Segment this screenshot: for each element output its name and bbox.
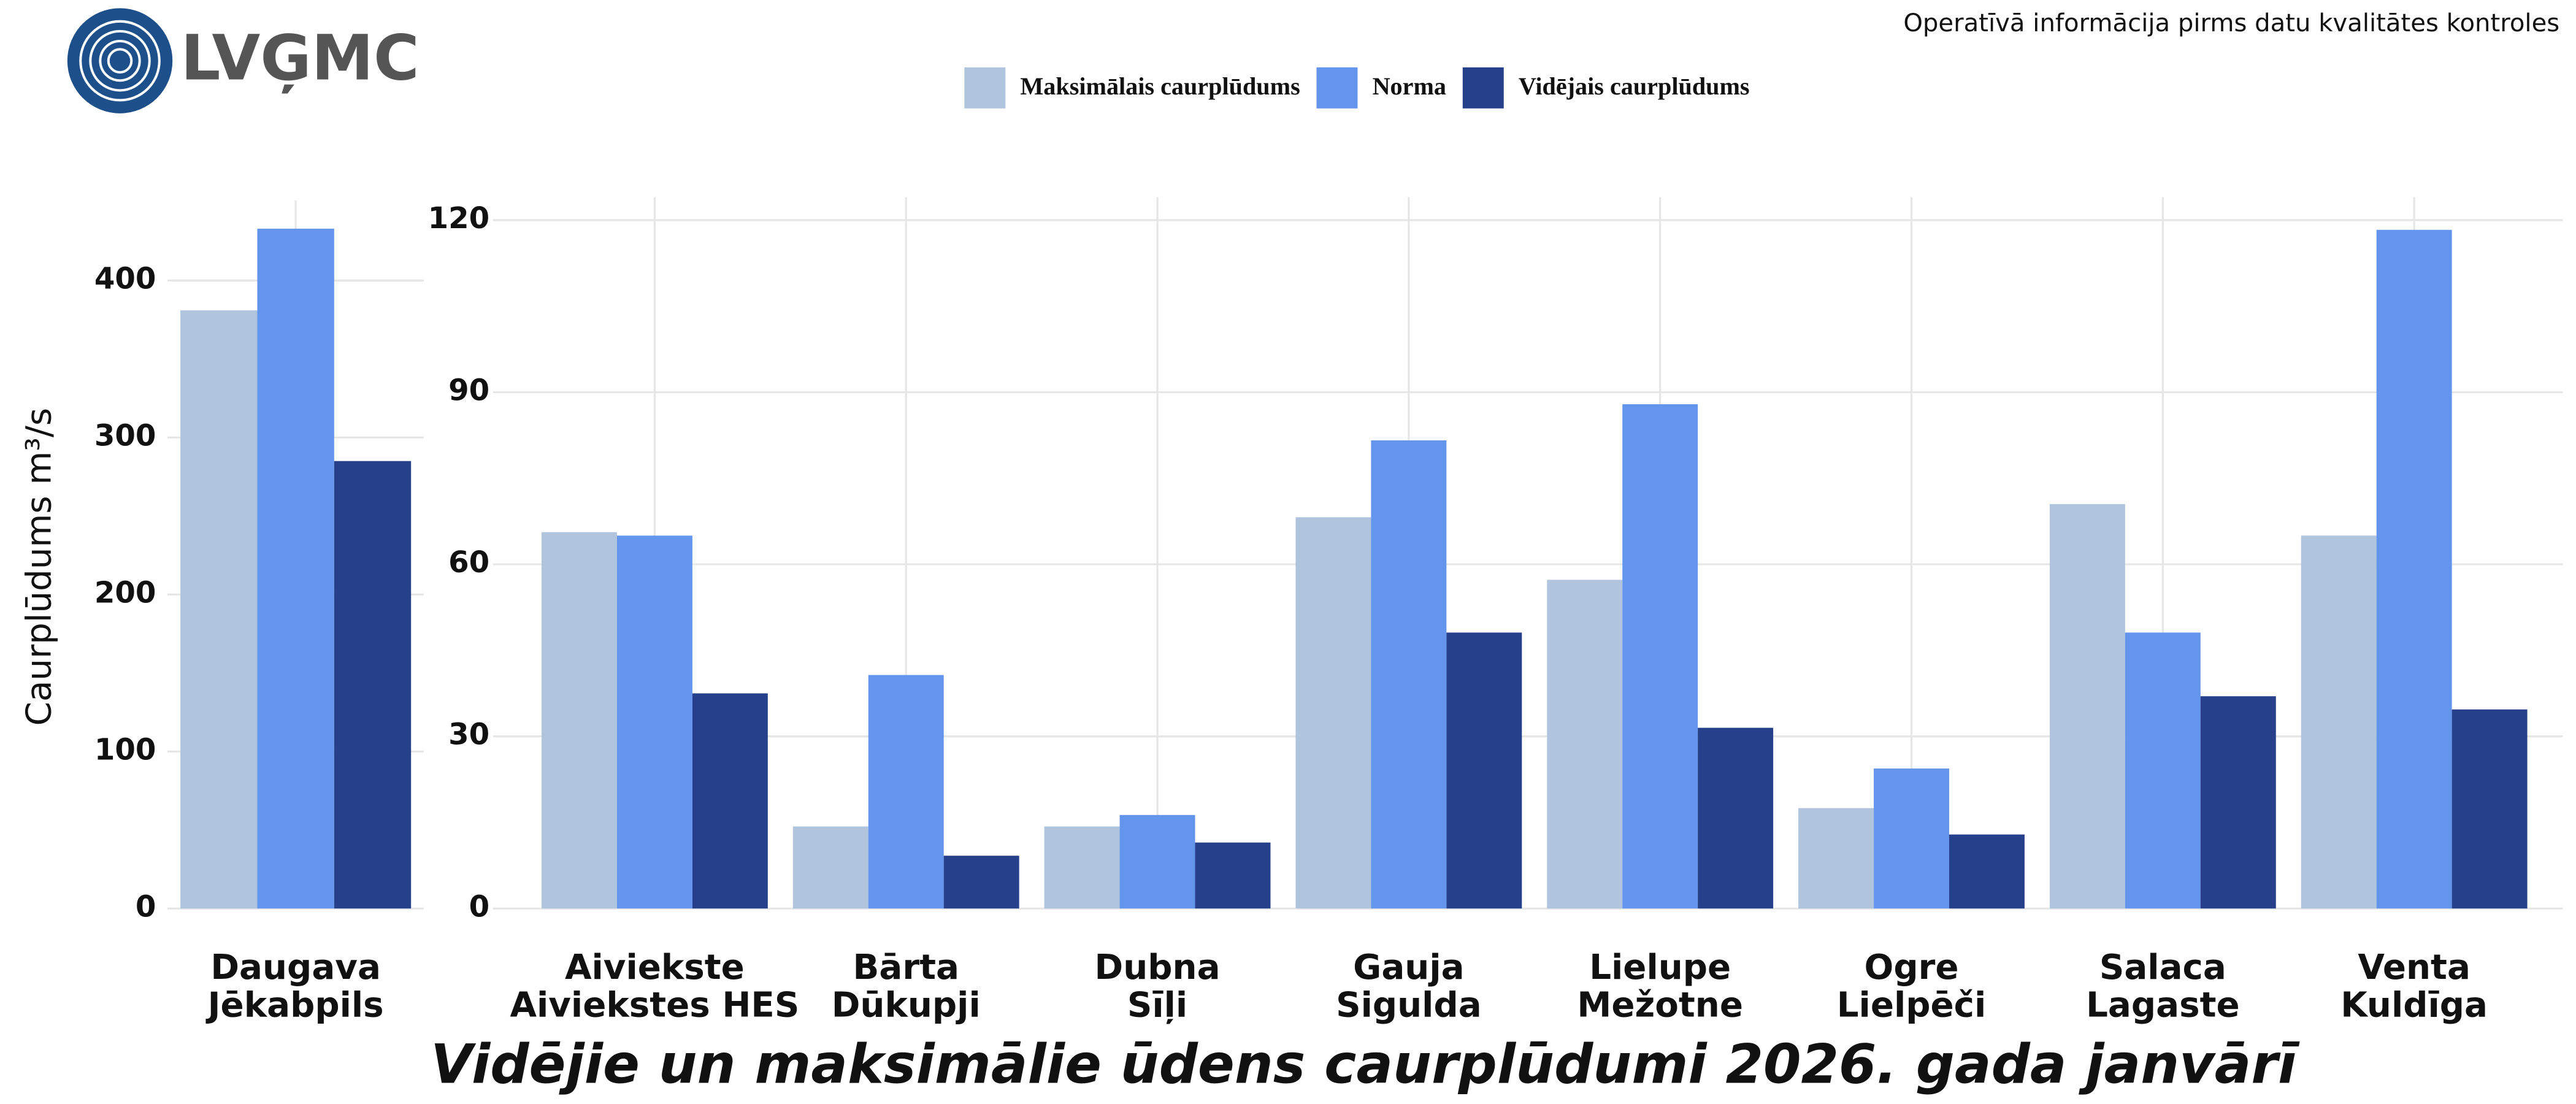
x-tick-label: Jēkabpils [205,986,384,1025]
bar [616,535,692,909]
bar [2200,696,2276,909]
legend-swatch [964,67,1006,109]
bar [1195,842,1271,909]
legend-swatch [1316,67,1358,109]
x-tick-label: Kuldīga [2340,986,2488,1025]
x-tick-label: Daugava [210,948,381,987]
bar [943,856,1019,909]
x-tick-label: Venta [2358,948,2471,987]
y-tick-label: 300 [94,418,156,453]
y-tick-label: 120 [428,201,490,236]
logo-text: LVĢMC [181,23,420,95]
bar [1446,632,1522,909]
y-tick-label: 100 [94,732,156,767]
bar [1295,517,1371,909]
logo [67,8,173,113]
x-tick-label: Lielupe [1589,948,1731,987]
bar [1949,834,2025,909]
x-tick-label: Sīļi [1127,986,1187,1025]
bar [541,532,617,909]
legend-swatch [1462,67,1504,109]
bar [2049,504,2125,909]
bar [1119,815,1195,909]
bar [2376,229,2452,909]
bar [1044,826,1120,909]
legend-label: Vidējais caurplūdums [1519,72,1750,100]
x-tick-label: Dūkupji [832,986,981,1025]
x-tick-label: Gauja [1353,948,1464,987]
y-tick-label: 200 [94,575,156,610]
y-axis-label: Caurplūdums m³/s [20,408,59,726]
chart-title: Vidējie un maksimālie ūdens caurplūdumi … [431,1032,2300,1095]
legend-label: Maksimālais caurplūdums [1020,72,1300,100]
bar [692,693,768,909]
y-tick-label: 90 [448,373,489,407]
legend-label: Norma [1373,72,1446,100]
x-tick-label: Mežotne [1577,986,1743,1025]
bar [2451,709,2528,909]
x-tick-label: Lielpēči [1837,986,1987,1025]
bar [868,675,944,909]
y-tick-label: 0 [469,889,490,924]
bar [1698,727,1774,909]
bar [334,461,412,909]
y-tick-label: 30 [448,718,489,752]
bar [257,228,334,909]
y-tick-label: 0 [136,889,156,924]
x-tick-label: Aiviekste [565,948,745,987]
bar [2301,535,2377,909]
note: Operatīvā informācija pirms datu kvalitā… [1903,9,2559,37]
x-tick-label: Salaca [2099,948,2226,987]
bar [1874,769,1949,909]
bar [1622,404,1698,909]
x-tick-label: Sigulda [1336,986,1482,1025]
y-tick-label: 60 [448,545,489,580]
x-tick-label: Lagaste [2086,986,2240,1025]
bar [1798,808,1874,909]
x-tick-label: Ogre [1865,948,1959,987]
x-tick-label: Dubna [1095,948,1221,987]
bar [1547,580,1623,909]
x-tick-label: Aiviekstes HES [510,986,799,1025]
bar [180,310,258,909]
x-tick-label: Bārta [853,948,959,987]
bar [1371,440,1447,909]
bar [2125,632,2201,909]
bar [792,826,868,909]
y-tick-label: 400 [94,261,156,296]
